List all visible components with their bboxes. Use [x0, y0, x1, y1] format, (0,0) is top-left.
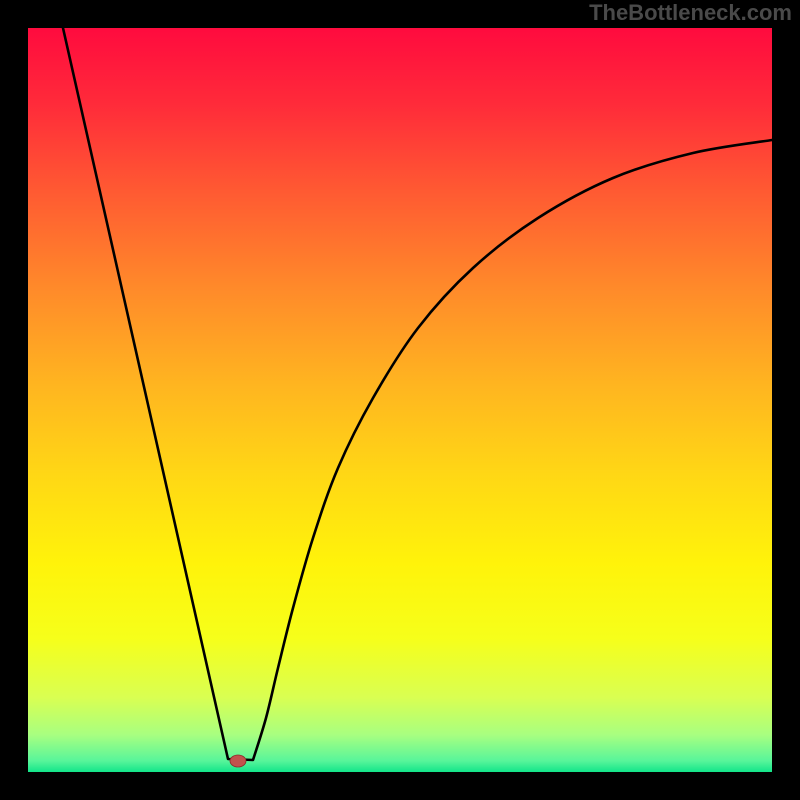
outer-frame: TheBottleneck.com	[0, 0, 800, 800]
bottleneck-curve	[28, 28, 772, 772]
plot-area	[28, 28, 772, 772]
minimum-marker	[230, 755, 246, 767]
watermark-text: TheBottleneck.com	[589, 0, 792, 26]
